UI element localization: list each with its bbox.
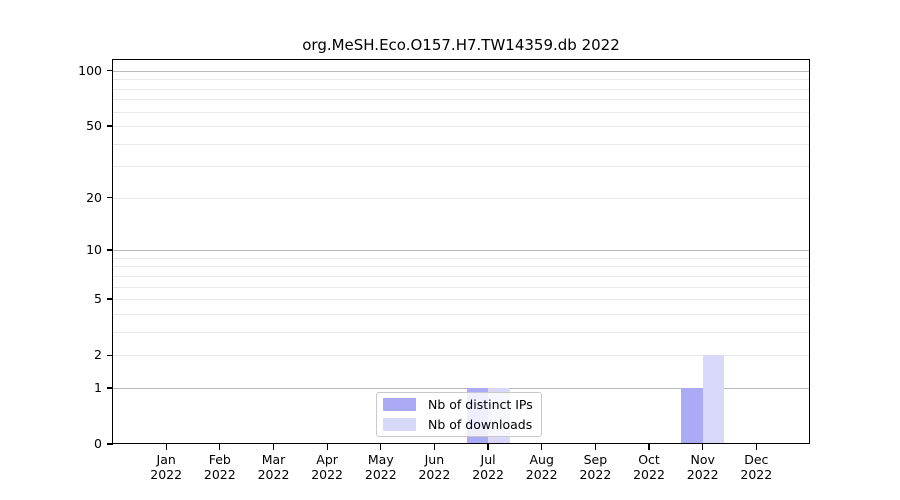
gridline-2 [113,355,810,357]
x-tick-label-nov: Nov 2022 [671,452,735,482]
x-tick-month-jun: Jun [424,452,445,467]
x-tick-label-may: May 2022 [349,452,413,482]
x-tick-year-dec: 2022 [740,467,773,482]
x-tick-jan [165,444,167,450]
x-tick-month-mar: Mar [261,452,286,467]
x-tick-mar [272,444,275,450]
y-tick-50 [106,125,113,127]
x-tick-sep [594,444,596,450]
legend-label-distinct-ips: Nb of distinct IPs [428,397,533,412]
x-tick-year-nov: 2022 [686,467,719,482]
x-tick-label-dec: Dec 2022 [724,452,788,482]
gridline-1 [113,387,810,389]
x-tick-apr [326,444,328,450]
gridline-5 [113,299,810,301]
x-tick-month-nov: Nov [690,452,715,467]
gridline-minor-9 [113,257,810,259]
x-tick-year-jul: 2022 [472,467,504,482]
gridline-minor-80 [113,88,810,90]
gridline-minor-70 [113,99,810,101]
gridline-minor-8 [113,266,810,268]
gridline-50 [113,126,810,127]
x-tick-label-jun: Jun 2022 [402,452,466,482]
gridline-minor-40 [113,143,810,145]
gridline-100 [113,70,810,72]
y-tick-label-50: 50 [86,118,102,133]
x-tick-jul [487,444,489,450]
y-tick-label-20: 20 [86,189,102,205]
x-tick-year-jun: 2022 [418,467,451,482]
legend-swatch-downloads [383,418,416,431]
y-tick-label-2: 2 [94,347,102,363]
x-tick-month-dec: Dec [744,452,769,467]
y-tick-20 [106,197,113,199]
gridline-minor-7 [113,275,810,277]
x-tick-month-apr: Apr [316,452,338,467]
x-tick-year-mar: 2022 [257,467,290,482]
x-tick-year-feb: 2022 [203,467,236,482]
x-tick-may [380,444,382,450]
x-tick-year-sep: 2022 [579,467,612,482]
y-tick-label-5: 5 [94,291,102,307]
y-tick-label-0: 0 [94,436,102,451]
gridline-minor-30 [113,166,810,168]
x-tick-label-mar: Mar 2022 [242,452,306,482]
y-tick-10 [106,249,113,251]
legend-item-downloads: Nb of downloads [383,418,541,431]
chart-title: org.MeSH.Eco.O157.H7.TW14359.db 2022 [302,36,620,54]
y-tick-2 [106,354,113,356]
x-tick-month-jan: Jan [156,452,176,467]
gridline-minor-3 [113,331,810,333]
x-tick-feb [219,444,221,450]
x-tick-label-jul: Jul 2022 [456,452,520,482]
x-tick-dec [755,444,757,450]
x-tick-year-oct: 2022 [633,467,665,482]
x-tick-month-feb: Feb [208,452,231,467]
x-tick-month-may: May [367,452,394,467]
x-tick-label-apr: Apr 2022 [295,452,359,482]
x-tick-nov [702,444,704,450]
x-tick-label-aug: Aug 2022 [510,452,574,482]
x-tick-year-may: 2022 [364,467,397,482]
legend-label-downloads: Nb of downloads [428,417,533,432]
x-tick-month-oct: Oct [638,452,660,467]
legend-item-distinct-ips: Nb of distinct IPs [383,398,541,411]
y-tick-100 [106,70,113,72]
y-tick-label-1: 1 [94,379,102,395]
bar-distinct-ips-nov [681,387,703,444]
gridline-minor-4 [113,313,810,315]
x-tick-year-apr: 2022 [311,467,343,482]
gridline-minor-90 [113,79,810,81]
gridline-minor-60 [113,111,810,113]
y-tick-1 [106,387,113,389]
x-tick-year-aug: 2022 [525,467,558,482]
x-tick-month-sep: Sep [583,452,608,467]
x-tick-jun [433,444,436,450]
gridline-20 [113,197,810,199]
legend: Nb of distinct IPs Nb of downloads [376,392,542,437]
y-tick-5 [106,298,113,300]
legend-swatch-distinct-ips [383,398,416,411]
y-tick-0 [106,443,113,445]
gridline-minor-6 [113,286,810,288]
y-tick-label-100: 100 [78,62,102,78]
x-tick-label-sep: Sep 2022 [563,452,627,482]
x-tick-label-jan: Jan 2022 [134,452,198,482]
x-tick-label-oct: Oct 2022 [617,452,681,482]
x-tick-month-jul: Jul [480,452,496,467]
y-tick-label-10: 10 [86,242,102,257]
x-tick-aug [541,444,543,450]
x-tick-label-feb: Feb 2022 [188,452,252,482]
bar-downloads-nov [702,355,725,444]
x-tick-month-aug: Aug [529,452,554,467]
gridline-10 [113,250,810,251]
x-tick-oct [648,444,650,450]
x-tick-year-jan: 2022 [150,467,183,482]
